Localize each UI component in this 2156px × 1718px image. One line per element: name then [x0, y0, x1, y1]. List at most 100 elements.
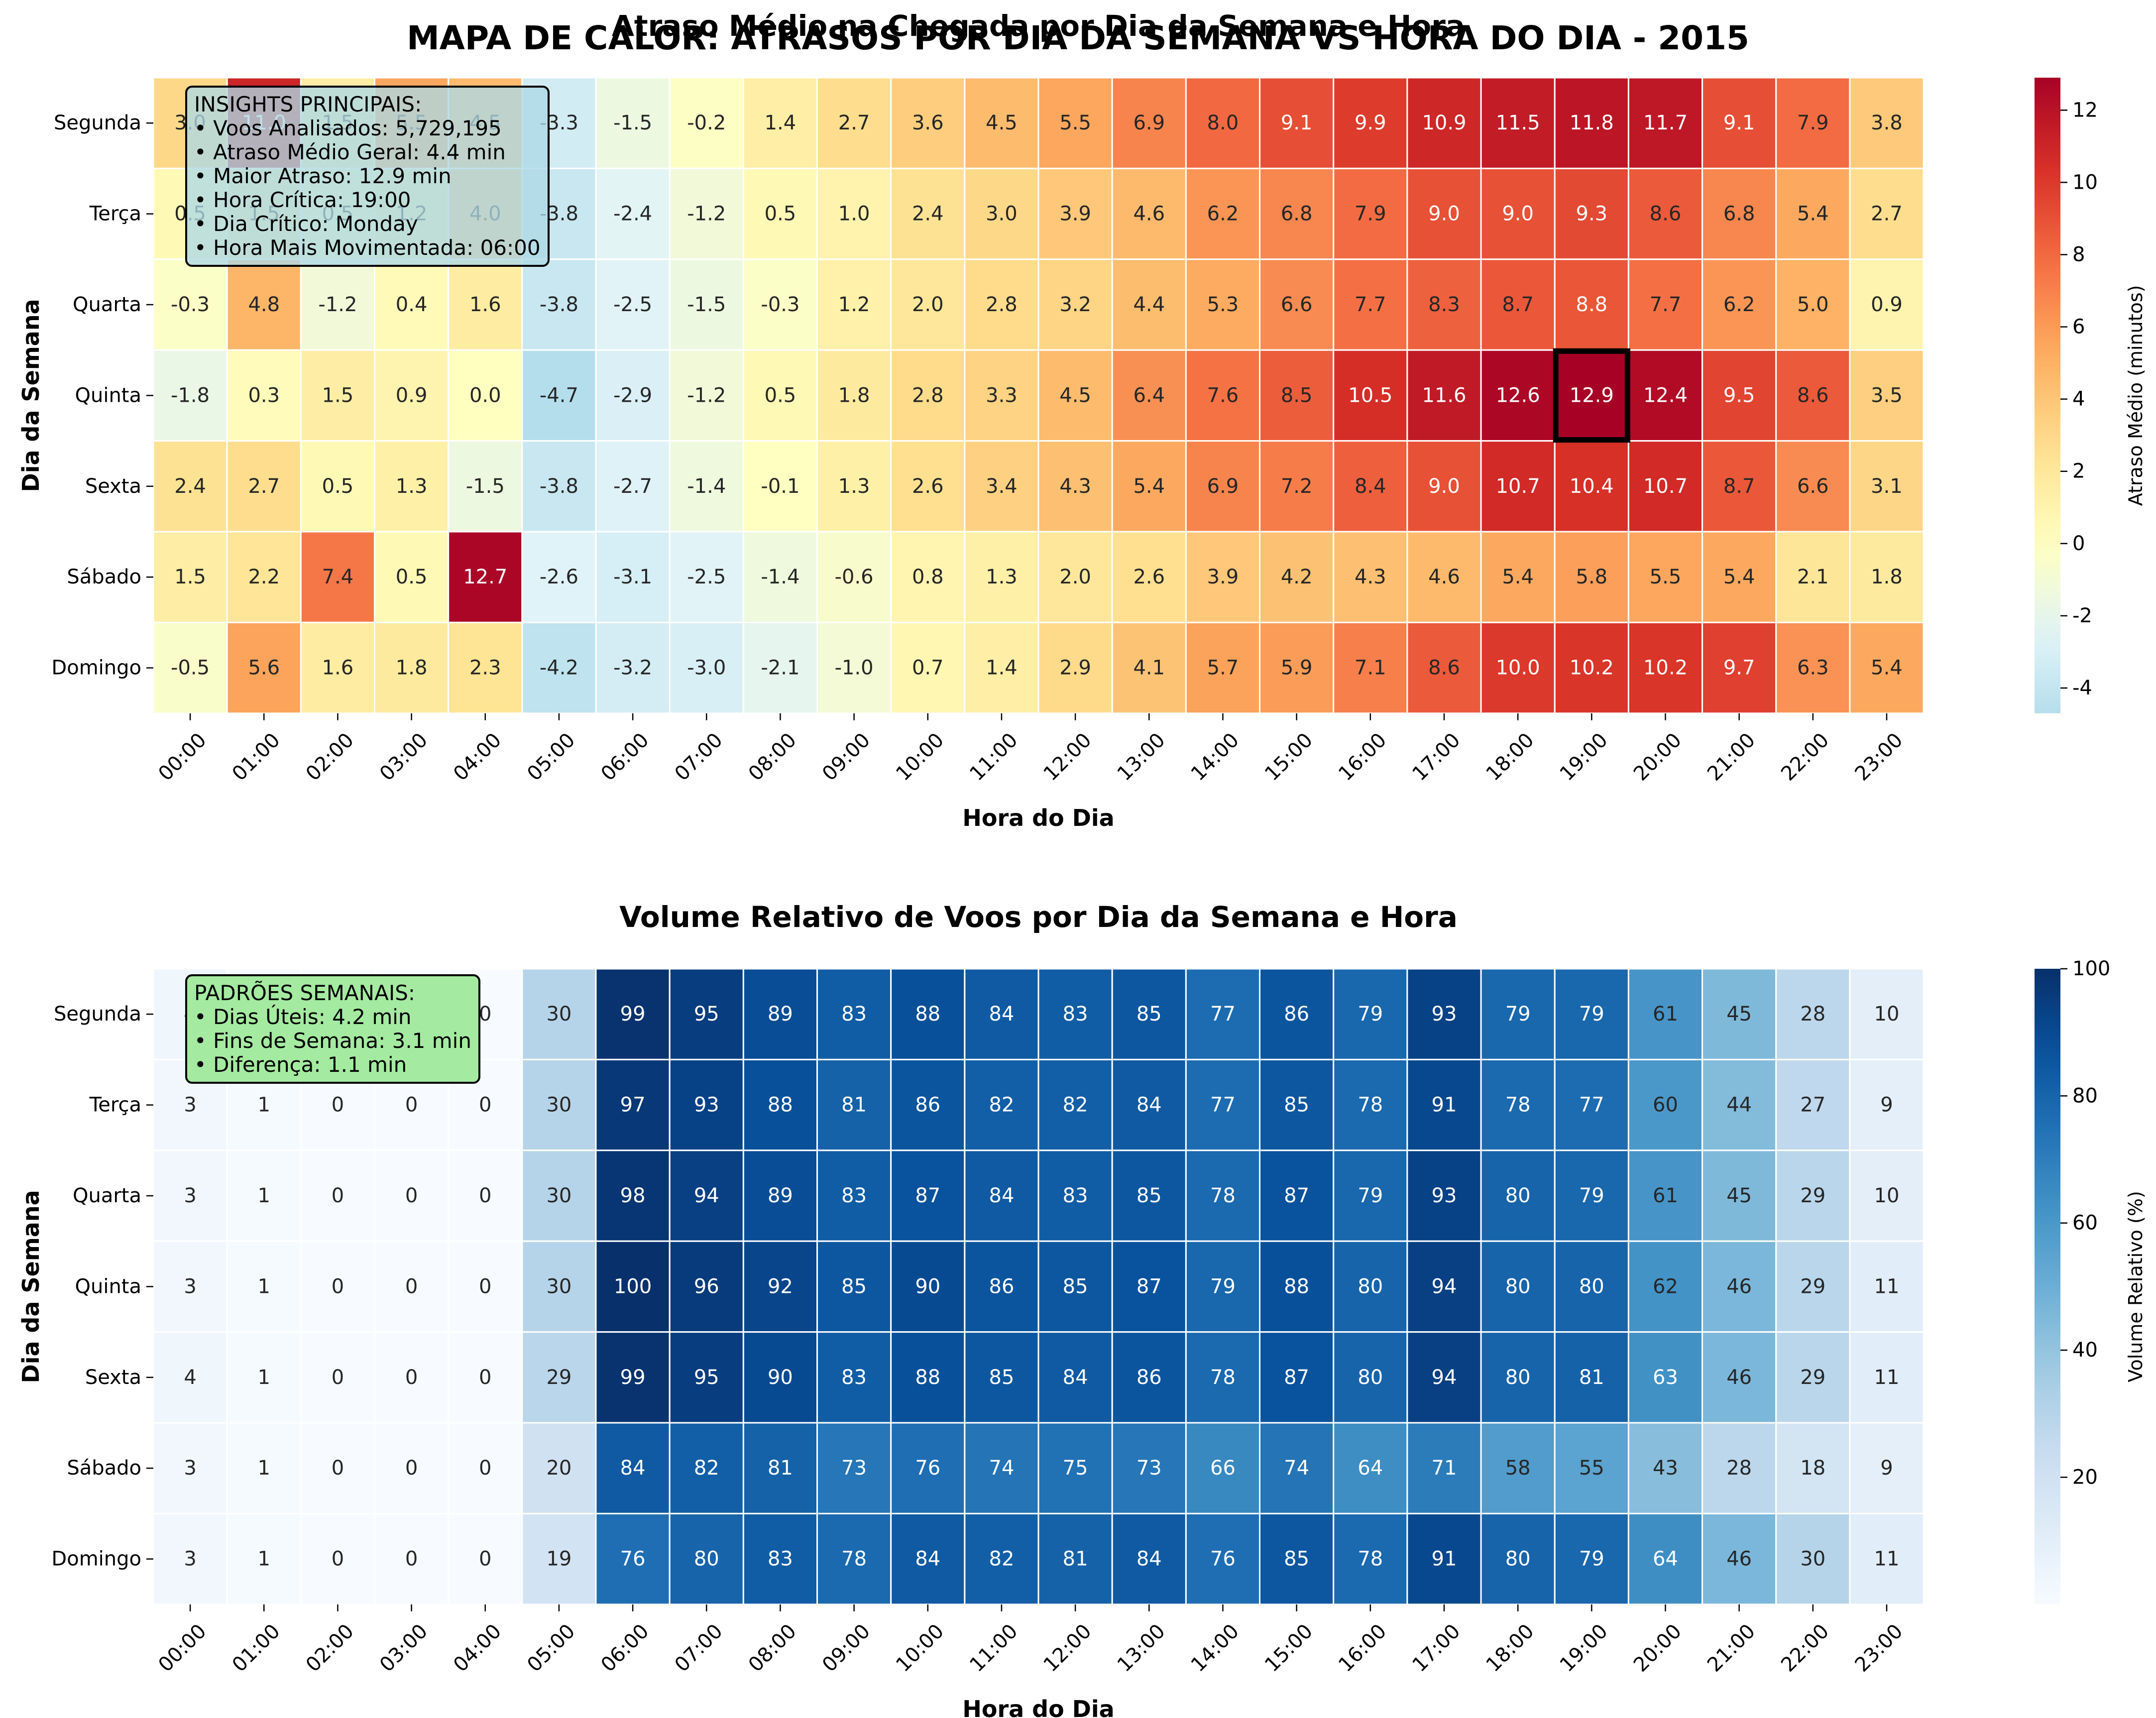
delay-cell: [1702, 440, 1777, 533]
delay-cell-label: 2.0: [912, 293, 944, 316]
volume-cell-label: 78: [1505, 1094, 1531, 1117]
delay-cell: [1849, 77, 1925, 169]
colorbar-tick-label: 60: [2072, 1212, 2098, 1235]
delay-cell: [890, 258, 966, 351]
volume-cell-label: 28: [1726, 1457, 1752, 1480]
volume-cell-label: 78: [1210, 1366, 1236, 1389]
volume-cell-label: 75: [1063, 1457, 1088, 1480]
delay-cell-label: 0.5: [765, 203, 796, 226]
volume-cell: [1554, 1240, 1629, 1333]
volume-cell-label: 45: [1726, 1184, 1752, 1207]
delay-cell-label: 2.3: [469, 657, 501, 680]
delay-cell: [1259, 258, 1335, 351]
insights-line: • Maior Atraso: 12.9 min: [194, 164, 452, 188]
x-tick-label: 21:00: [1703, 729, 1760, 786]
delay-cell-label: 5.4: [1723, 566, 1755, 588]
delay-cell-label: 4.3: [1059, 475, 1091, 498]
volume-cell-label: 46: [1726, 1275, 1752, 1298]
volume-cell-label: 46: [1726, 1548, 1752, 1571]
volume-cell: [152, 1512, 228, 1605]
volume-cell: [152, 1422, 228, 1514]
volume-cell-label: 98: [620, 1184, 646, 1207]
volume-cell-label: 45: [1726, 1003, 1752, 1026]
delay-cell-label: 4.5: [986, 112, 1018, 134]
delay-cell: [1185, 77, 1261, 169]
volume-cell-label: 82: [989, 1548, 1015, 1571]
delay-cell-label: 3.5: [1871, 384, 1903, 407]
volume-cell-label: 78: [1210, 1184, 1236, 1207]
volume-cell: [1480, 1331, 1556, 1424]
volume-cell-label: 96: [694, 1275, 719, 1298]
volume-cell-label: 0: [479, 1275, 491, 1298]
volume-cell-label: 9: [1880, 1094, 1893, 1117]
delay-cell-label: 2.7: [838, 112, 870, 134]
delay-cell-label: 4.1: [1133, 657, 1165, 680]
delay-cell-label: 7.7: [1650, 293, 1682, 316]
volume-cell: [890, 1512, 966, 1605]
x-tick-label: 01:00: [228, 729, 285, 786]
delay-cell: [226, 349, 302, 442]
delay-cell: [1333, 621, 1408, 714]
delay-cell-label: 10.7: [1496, 475, 1540, 498]
delay-cell-label: 10.9: [1422, 112, 1466, 134]
x-tick-label: 11:00: [965, 729, 1022, 786]
delay-cell-label: 4.5: [1059, 384, 1091, 407]
volume-cell-label: 30: [546, 1003, 571, 1026]
volume-cell: [964, 1512, 1039, 1605]
volume-cell: [1849, 1331, 1925, 1424]
delay-cell: [669, 440, 744, 533]
volume-cell-label: 0: [332, 1548, 344, 1571]
y-tick-label: Terça: [89, 203, 141, 226]
volume-cell-label: 0: [332, 1275, 344, 1298]
x-tick-label: 12:00: [1039, 1620, 1096, 1677]
volume-cell: [448, 1240, 523, 1333]
y-tick-label: Segunda: [54, 1003, 141, 1026]
volume-cell-label: 0: [405, 1366, 418, 1389]
volume-cell: [300, 1240, 376, 1333]
volume-cell: [816, 1512, 892, 1605]
delay-cell-label: 6.2: [1723, 293, 1755, 316]
delay-cell-label: 12.4: [1643, 384, 1688, 407]
delay-cell-label: 4.3: [1355, 566, 1386, 588]
delay-cell-label: 6.9: [1207, 475, 1239, 498]
volume-cell-label: 77: [1210, 1094, 1236, 1117]
volume-cell-label: 1: [258, 1275, 270, 1298]
delay-cell: [1480, 531, 1556, 623]
delay-cell-label: 8.6: [1650, 203, 1682, 226]
volume-cell-label: 10: [1874, 1003, 1900, 1026]
delay-cell-label: 6.9: [1133, 112, 1165, 134]
delay-cell-label: 9.0: [1428, 203, 1460, 226]
delay-cell-label: 3.4: [986, 475, 1018, 498]
delay-cell-label: 3.9: [1207, 566, 1239, 588]
volume-cell-label: 83: [1063, 1184, 1088, 1207]
delay-cell-label: 8.6: [1797, 384, 1829, 407]
delay-cell-label: 6.8: [1723, 203, 1755, 226]
delay-cell-label: 9.1: [1723, 112, 1755, 134]
delay-cell-label: 2.6: [1133, 566, 1165, 588]
volume-cell: [1775, 1422, 1851, 1514]
delay-cell-label: 5.7: [1207, 657, 1239, 680]
delay-cell-label: 0.3: [248, 384, 280, 407]
delay-cell: [1185, 349, 1261, 442]
x-tick-label: 13:00: [1113, 1620, 1170, 1677]
delay-cell-label: 3.1: [1871, 475, 1903, 498]
volume-cell-label: 0: [405, 1457, 418, 1480]
x-tick-label: 01:00: [228, 1620, 285, 1677]
delay-cell: [1849, 167, 1925, 260]
volume-cell-label: 66: [1210, 1457, 1236, 1480]
volume-cell-label: 77: [1579, 1094, 1604, 1117]
delay-cell-label: 3.0: [986, 203, 1018, 226]
delay-cell-label: 1.5: [322, 384, 354, 407]
x-tick-label: 13:00: [1113, 729, 1170, 786]
delay-cell: [1554, 440, 1629, 533]
y-tick-label: Quarta: [73, 293, 141, 316]
volume-cell-label: 30: [546, 1275, 571, 1298]
volume-cell-label: 30: [546, 1094, 571, 1117]
volume-cell-label: 1: [258, 1184, 270, 1207]
volume-cell-label: 94: [694, 1184, 719, 1207]
volume-cell: [1185, 1331, 1261, 1424]
volume-cell-label: 85: [989, 1366, 1015, 1389]
delay-cell-label: -2.1: [761, 657, 799, 680]
volume-cell: [890, 1331, 966, 1424]
delay-cell: [1480, 258, 1556, 351]
